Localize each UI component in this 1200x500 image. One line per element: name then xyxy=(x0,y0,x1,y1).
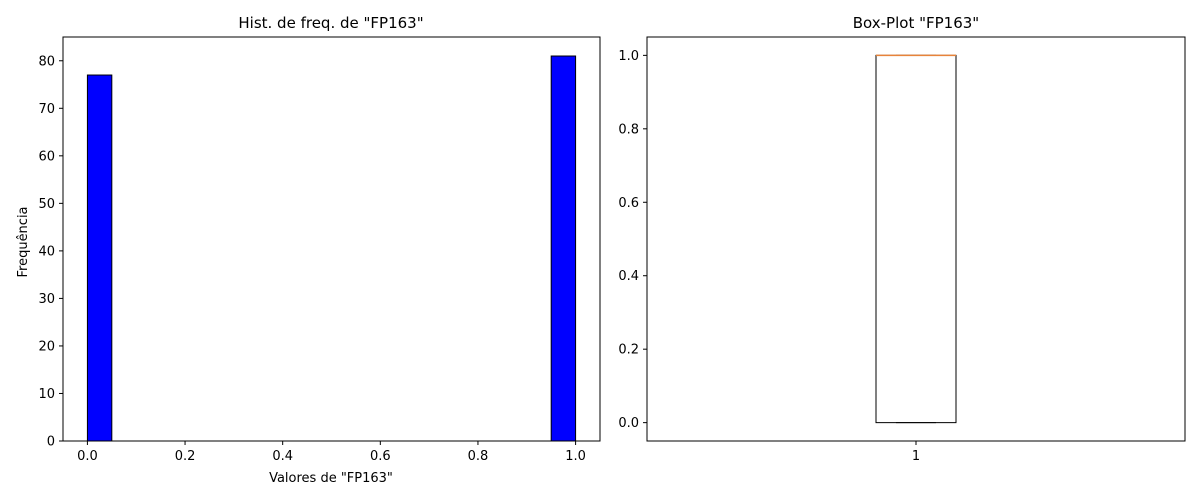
histogram-y-tick-label: 80 xyxy=(38,54,55,69)
boxplot-title: Box-Plot "FP163" xyxy=(853,14,979,32)
boxplot-x-ticks: 1 xyxy=(912,441,920,464)
histogram-y-label: Frequência xyxy=(16,206,31,277)
histogram-y-tick-label: 40 xyxy=(38,244,55,259)
histogram-panel: Hist. de freq. de "FP163" 0.0 0.2 0.4 0.6 0.… xyxy=(16,14,601,486)
boxplot-y-tick-label: 1.0 xyxy=(618,49,639,64)
histogram-y-tick-label: 50 xyxy=(38,197,55,212)
histogram-x-tick-label: 0.8 xyxy=(468,449,489,464)
histogram-x-tick-label: 0.0 xyxy=(77,449,98,464)
boxplot-y-tick-label: 0.2 xyxy=(618,343,639,358)
histogram-x-label: Valores de "FP163" xyxy=(269,471,393,486)
histogram-y-tick-label: 60 xyxy=(38,149,55,164)
histogram-bar xyxy=(550,55,577,442)
histogram-x-tick-label: 1.0 xyxy=(565,449,586,464)
histogram-y-tick-label: 0 xyxy=(47,435,55,450)
histogram-y-tick-label: 10 xyxy=(38,387,55,402)
histogram-axes-frame xyxy=(62,36,601,442)
boxplot-y-tick-label: 0.4 xyxy=(618,269,639,284)
histogram-y-ticks: 0 10 20 30 40 50 60 70 80 xyxy=(38,54,63,450)
boxplot-y-ticks: 0.0 0.2 0.4 0.6 0.8 1.0 xyxy=(618,49,647,431)
boxplot-panel: Box-Plot "FP163" 1 0.0 0.2 0.4 0.6 0.8 1.0 xyxy=(618,14,1186,464)
histogram-x-tick-label: 0.6 xyxy=(370,449,391,464)
histogram-y-tick-label: 20 xyxy=(38,339,55,354)
histogram-y-tick-label: 70 xyxy=(38,102,55,117)
histogram-x-ticks: 0.0 0.2 0.4 0.6 0.8 1.0 xyxy=(77,441,586,464)
histogram-x-tick-label: 0.4 xyxy=(272,449,293,464)
histogram-title: Hist. de freq. de "FP163" xyxy=(238,14,423,32)
boxplot-marks xyxy=(875,54,957,424)
histogram-x-tick-label: 0.2 xyxy=(175,449,196,464)
boxplot-y-tick-label: 0.0 xyxy=(618,416,639,431)
histogram-bar xyxy=(86,74,113,442)
boxplot-y-tick-label: 0.6 xyxy=(618,196,639,211)
histogram-y-tick-label: 30 xyxy=(38,292,55,307)
boxplot-axes-frame xyxy=(646,36,1186,442)
boxplot-y-tick-label: 0.8 xyxy=(618,122,639,137)
histogram-bars xyxy=(86,55,577,442)
boxplot-x-tick-label: 1 xyxy=(912,449,920,464)
boxplot-box xyxy=(875,54,957,424)
